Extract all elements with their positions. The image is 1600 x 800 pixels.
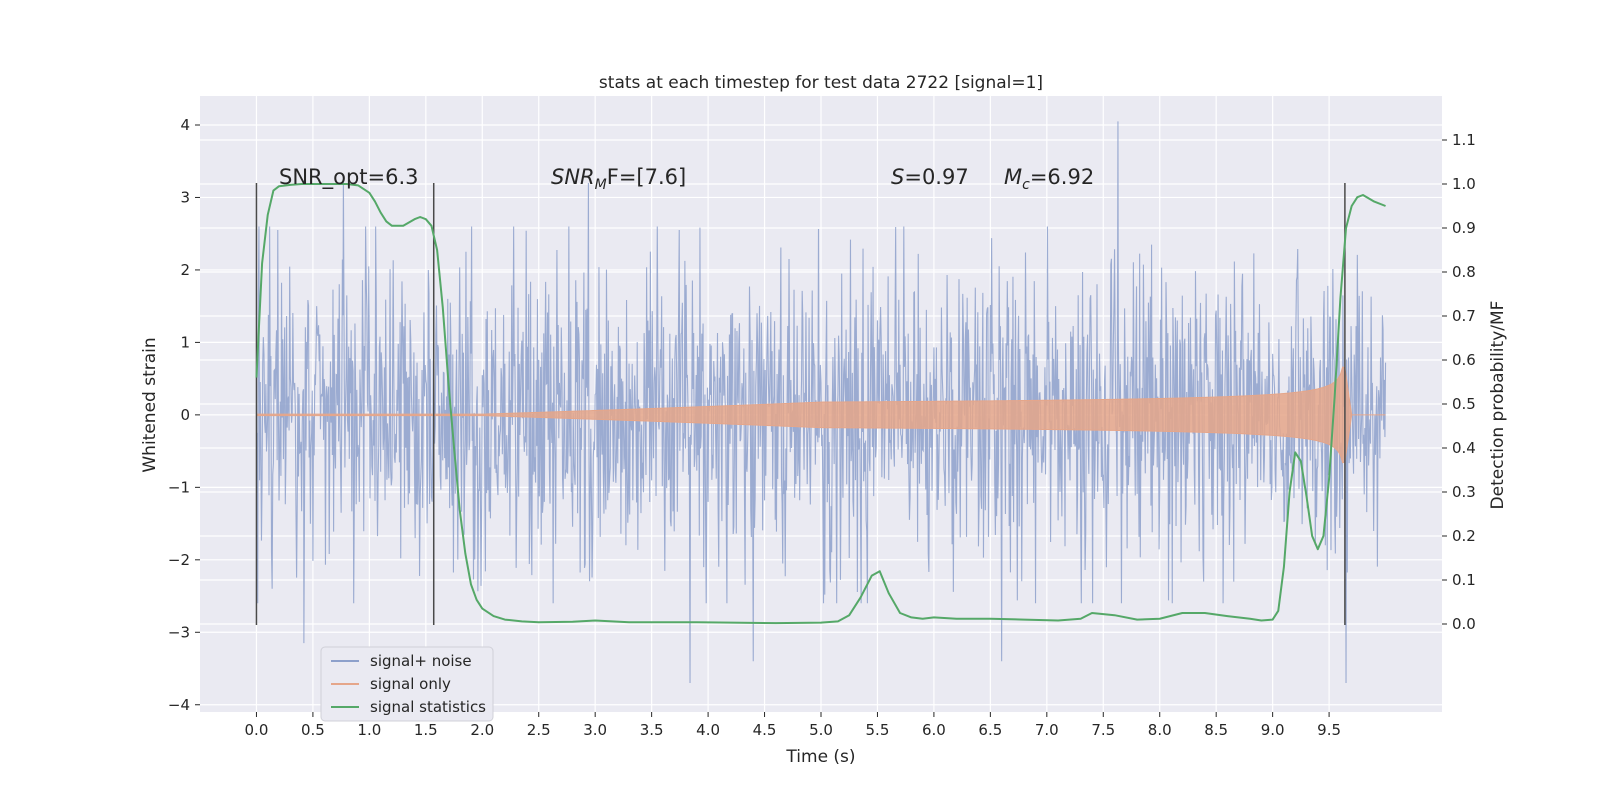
x-tick-label: 7.0 bbox=[1035, 721, 1059, 739]
y-left-tick-label: 0 bbox=[180, 406, 190, 424]
y-left-tick-label: 1 bbox=[180, 333, 190, 351]
y-right-tick-label: 0.9 bbox=[1452, 219, 1476, 237]
x-tick-label: 8.5 bbox=[1204, 721, 1228, 739]
x-tick-label: 9.0 bbox=[1261, 721, 1285, 739]
x-tick-label: 1.0 bbox=[357, 721, 381, 739]
y-right-tick-label: 1.1 bbox=[1452, 131, 1476, 149]
y-right-tick-label: 0.1 bbox=[1452, 571, 1476, 589]
annotation-snr-opt: SNR_opt=6.3 bbox=[279, 165, 419, 190]
x-tick-label: 3.5 bbox=[640, 721, 664, 739]
y-left-tick-label: 3 bbox=[180, 188, 190, 206]
x-tick-label: 5.0 bbox=[809, 721, 833, 739]
y-left-tick-label: −4 bbox=[168, 696, 190, 714]
y-right-tick-label: 0.3 bbox=[1452, 483, 1476, 501]
y-axis-right-ticks: 1.1 1.0 0.9 0.8 0.7 0.6 0.5 0.4 0.3 0.2 0.1 0.0 bbox=[1442, 131, 1476, 633]
signal-statistics-line bbox=[255, 183, 1386, 625]
signal-only-series bbox=[255, 366, 1386, 464]
y-right-tick-label: 0.2 bbox=[1452, 527, 1476, 545]
x-tick-label: 1.5 bbox=[414, 721, 438, 739]
chart-title: stats at each timestep for test data 272… bbox=[599, 73, 1043, 93]
y-axis-left-ticks: 4 3 2 1 0 −1 −2 −3 −4 bbox=[168, 116, 200, 714]
x-tick-label: 8.0 bbox=[1148, 721, 1172, 739]
y-right-tick-label: 0.6 bbox=[1452, 351, 1476, 369]
x-tick-label: 9.5 bbox=[1317, 721, 1341, 739]
annotation-snr-mf: SNRMF=[7.6] bbox=[551, 165, 686, 193]
y-left-tick-label: 4 bbox=[180, 116, 190, 134]
vertical-markers bbox=[255, 182, 1346, 626]
snr-mf-subscript: M bbox=[595, 177, 607, 193]
y-right-tick-label: 0.0 bbox=[1452, 615, 1476, 633]
y-axis-left-label: Whitened strain bbox=[140, 337, 160, 472]
x-tick-label: 6.0 bbox=[922, 721, 946, 739]
y-axis-right-label: Detection probability/MF bbox=[1488, 301, 1508, 510]
y-right-tick-label: 1.0 bbox=[1452, 175, 1476, 193]
x-tick-label: 2.5 bbox=[527, 721, 551, 739]
x-axis-label: Time (s) bbox=[785, 747, 855, 767]
x-tick-label: 6.5 bbox=[978, 721, 1002, 739]
snr-mf-value: F=[7.6] bbox=[607, 165, 686, 189]
y-right-tick-label: 0.8 bbox=[1452, 263, 1476, 281]
legend-label-signal-noise: signal+ noise bbox=[370, 652, 472, 670]
x-tick-label: 7.5 bbox=[1091, 721, 1115, 739]
legend-box bbox=[320, 646, 494, 722]
signal-statistics-series bbox=[255, 183, 1386, 625]
annotation-s: S=0.97 bbox=[891, 165, 969, 189]
x-tick-label: 2.0 bbox=[470, 721, 494, 739]
x-tick-label: 0.0 bbox=[245, 721, 269, 739]
x-tick-label: 4.0 bbox=[696, 721, 720, 739]
mc-symbol: M bbox=[1004, 165, 1022, 189]
x-tick-label: 3.0 bbox=[583, 721, 607, 739]
x-tick-label: 5.5 bbox=[866, 721, 890, 739]
legend-label-signal-statistics: signal statistics bbox=[370, 698, 486, 716]
y-right-tick-label: 0.5 bbox=[1452, 395, 1476, 413]
s-value: =0.97 bbox=[904, 165, 968, 189]
y-right-tick-label: 0.4 bbox=[1452, 439, 1476, 457]
y-left-tick-label: −3 bbox=[168, 623, 190, 641]
snr-mf-symbol: SNR bbox=[551, 165, 595, 189]
x-tick-label: 4.5 bbox=[753, 721, 777, 739]
s-symbol: S bbox=[891, 165, 904, 189]
y-left-tick-label: −1 bbox=[168, 478, 190, 496]
x-tick-label: 0.5 bbox=[301, 721, 325, 739]
x-axis-ticks: 0.0 0.5 1.0 1.5 2.0 2.5 3.0 3.5 4.0 4.5 5.0 5.5 6.0 6… bbox=[245, 712, 1341, 739]
annotation-mc: Mc=6.92 bbox=[1004, 165, 1094, 193]
legend-label-signal-only: signal only bbox=[370, 675, 451, 693]
mc-subscript: c bbox=[1022, 177, 1030, 193]
y-right-tick-label: 0.7 bbox=[1452, 307, 1476, 325]
y-left-tick-label: −2 bbox=[168, 551, 190, 569]
legend: signal+ noise signal only signal statist… bbox=[320, 646, 494, 722]
mc-value: =6.92 bbox=[1030, 165, 1094, 189]
signal-only-envelope bbox=[255, 366, 1386, 464]
y-left-tick-label: 2 bbox=[180, 261, 190, 279]
